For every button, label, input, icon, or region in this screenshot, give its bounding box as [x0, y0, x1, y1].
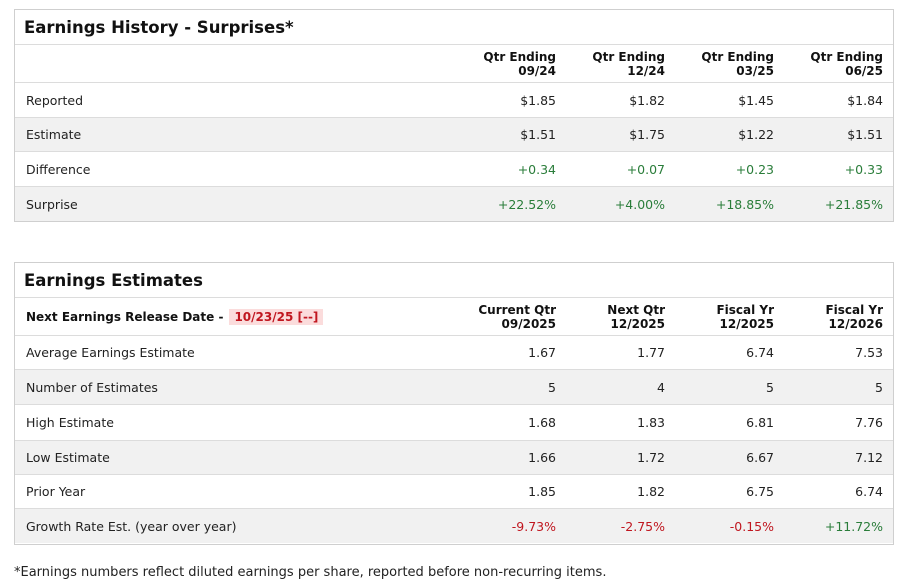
table-cell: +18.85%	[715, 196, 774, 212]
table-cell: 1.68	[528, 415, 556, 430]
table-cell: 6.81	[746, 415, 774, 430]
row-label: Difference	[26, 161, 91, 177]
earnings-history-title: Earnings History - Surprises*	[15, 10, 893, 45]
col-header-fiscal-yr-2025: Fiscal Yr 12/2025	[716, 302, 774, 331]
table-cell: 7.76	[855, 415, 883, 430]
row-high-estimate: High Estimate 1.68 1.83 6.81 7.76	[15, 405, 893, 441]
table-cell: +0.07	[626, 161, 665, 177]
row-label: Prior Year	[26, 484, 86, 499]
table-cell: 5	[766, 379, 774, 395]
earnings-estimates-header-row: Next Earnings Release Date - 10/23/25 [-…	[15, 298, 893, 336]
table-cell: $1.75	[629, 127, 665, 142]
table-cell: 1.82	[637, 484, 665, 499]
table-cell: +21.85%	[824, 196, 883, 212]
footnote: *Earnings numbers reflect diluted earnin…	[14, 565, 607, 580]
table-cell: 1.66	[528, 450, 556, 465]
table-cell: +22.52%	[497, 196, 556, 212]
table-cell: 7.53	[855, 345, 883, 360]
row-reported: Reported $1.85 $1.82 $1.45 $1.84	[15, 83, 893, 118]
col-header-fiscal-yr-2026: Fiscal Yr 12/2026	[825, 302, 883, 331]
next-release: Next Earnings Release Date - 10/23/25 [-…	[26, 298, 324, 335]
table-cell: 1.83	[637, 415, 665, 430]
table-cell: 6.74	[746, 345, 774, 360]
table-cell: 1.85	[528, 484, 556, 499]
row-label: Average Earnings Estimate	[26, 345, 195, 360]
table-cell: 6.74	[855, 484, 883, 499]
table-cell: +0.34	[517, 161, 556, 177]
col-header-qtr-1: Qtr Ending 09/24	[483, 49, 556, 78]
row-surprise: Surprise +22.52% +4.00% +18.85% +21.85%	[15, 187, 893, 221]
table-cell: 4	[657, 379, 665, 395]
next-release-label: Next Earnings Release Date -	[26, 309, 224, 324]
table-cell: 1.77	[637, 345, 665, 360]
table-cell: 5	[875, 379, 883, 395]
col-header-qtr-2: Qtr Ending 12/24	[592, 49, 665, 78]
table-cell: $1.51	[520, 127, 556, 142]
table-cell: 1.67	[528, 345, 556, 360]
table-cell: 6.67	[746, 450, 774, 465]
next-release-date-link[interactable]: 10/23/25 [--]	[229, 308, 324, 325]
table-cell: -0.15%	[729, 518, 774, 534]
table-cell: 1.72	[637, 450, 665, 465]
table-cell: 7.12	[855, 450, 883, 465]
col-header-next-qtr: Next Qtr 12/2025	[607, 302, 665, 331]
table-cell: $1.84	[847, 92, 883, 108]
row-average-earnings-estimate: Average Earnings Estimate 1.67 1.77 6.74…	[15, 336, 893, 370]
row-number-of-estimates: Number of Estimates 5 4 5 5	[15, 370, 893, 405]
row-label: Number of Estimates	[26, 379, 158, 395]
row-difference: Difference +0.34 +0.07 +0.23 +0.33	[15, 152, 893, 187]
earnings-history-header-row: Qtr Ending 09/24 Qtr Ending 12/24 Qtr Endi…	[15, 45, 893, 83]
table-cell: $1.85	[520, 92, 556, 108]
row-label: Estimate	[26, 127, 82, 142]
col-header-current-qtr: Current Qtr 09/2025	[478, 302, 556, 331]
table-cell: $1.45	[738, 92, 774, 108]
table-cell: 6.75	[746, 484, 774, 499]
table-cell: +11.72%	[824, 518, 883, 534]
row-label: Growth Rate Est. (year over year)	[26, 518, 237, 534]
col-header-qtr-4: Qtr Ending 06/25	[810, 49, 883, 78]
table-cell: $1.82	[629, 92, 665, 108]
table-cell: -9.73%	[511, 518, 556, 534]
row-growth-rate-est: Growth Rate Est. (year over year) -9.73%…	[15, 509, 893, 543]
row-prior-year: Prior Year 1.85 1.82 6.75 6.74	[15, 475, 893, 509]
table-cell: 5	[548, 379, 556, 395]
table-cell: +0.23	[735, 161, 774, 177]
row-label: Surprise	[26, 196, 78, 212]
row-low-estimate: Low Estimate 1.66 1.72 6.67 7.12	[15, 441, 893, 475]
table-cell: +4.00%	[614, 196, 665, 212]
table-cell: $1.22	[738, 127, 774, 142]
row-label: High Estimate	[26, 415, 114, 430]
earnings-estimates-panel: Earnings Estimates Next Earnings Release…	[14, 262, 894, 545]
earnings-estimates-title: Earnings Estimates	[15, 263, 893, 298]
col-header-qtr-3: Qtr Ending 03/25	[701, 49, 774, 78]
table-cell: +0.33	[844, 161, 883, 177]
row-label: Reported	[26, 92, 84, 108]
earnings-history-panel: Earnings History - Surprises* Qtr Ending…	[14, 9, 894, 222]
table-cell: $1.51	[847, 127, 883, 142]
row-estimate: Estimate $1.51 $1.75 $1.22 $1.51	[15, 118, 893, 152]
row-label: Low Estimate	[26, 450, 110, 465]
table-cell: -2.75%	[620, 518, 665, 534]
